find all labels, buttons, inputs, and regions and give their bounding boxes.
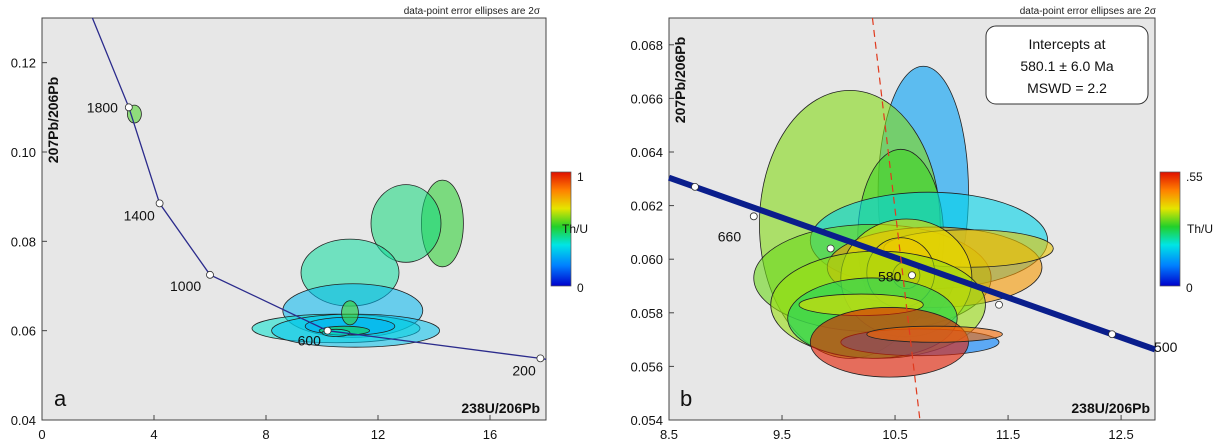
concordia-age-marker	[155, 199, 164, 208]
concordia-age-label: 660	[718, 228, 742, 244]
discordia-line-b	[871, 17, 921, 421]
colorbar-min-b: 0	[1186, 281, 1193, 295]
concordia-age-marker	[908, 271, 916, 280]
y-tick-label: 0.062	[630, 199, 663, 214]
y-tick-label: 0.056	[630, 359, 663, 374]
intercepts-title: Intercepts at	[1028, 36, 1105, 52]
x-ticks-b: 8.5 9.5 10.5 11.5 12.5	[660, 415, 1134, 442]
x-tick-label: 16	[483, 427, 497, 442]
concordia-age-marker	[826, 244, 835, 253]
x-tick-label: 4	[150, 427, 157, 442]
y-tick-label: 0.058	[630, 306, 663, 321]
error-ellipse-note-b: data-point error ellipses are 2σ	[1020, 6, 1157, 17]
x-tick-label: 10.5	[882, 427, 907, 442]
ellipses-b	[753, 65, 1054, 378]
concordia-age-marker	[1108, 330, 1116, 339]
x-tick-label: 0	[38, 427, 45, 442]
y-tick-label: 0.12	[11, 56, 36, 71]
colorbar-min-a: 0	[577, 281, 584, 295]
intercepts-mswd: MSWD = 2.2	[1027, 80, 1107, 96]
y-tick-label: 0.08	[11, 234, 36, 249]
x-axis-label-b: 238U/206Pb	[1071, 400, 1150, 416]
y-axis-label-b: 207Pb/206Pb	[672, 37, 688, 123]
y-tick-label: 0.04	[11, 413, 36, 428]
concordia-age-label: 1400	[124, 207, 155, 223]
colorbar-a	[550, 171, 572, 287]
error-ellipse	[866, 325, 1003, 343]
concordia-age-marker	[691, 182, 699, 191]
concordia-age-label: 500	[1154, 339, 1178, 355]
panel-b: data-point error ellipses are 2σ 238U/20…	[630, 6, 1213, 442]
ellipses-a	[126, 104, 464, 348]
concordia-age-marker	[323, 326, 332, 335]
error-ellipse-note-a: data-point error ellipses are 2σ	[404, 6, 541, 17]
x-tick-label: 11.5	[996, 427, 1020, 442]
y-tick-label: 0.068	[630, 38, 663, 53]
y-tick-label: 0.064	[630, 145, 663, 160]
concordia-points-a: 1800 1400 1000 600 200	[87, 99, 545, 378]
colorbar-max-a: 1	[577, 170, 584, 184]
x-tick-label: 12	[371, 427, 385, 442]
concordia-age-label: 1000	[170, 278, 201, 294]
y-tick-label: 0.06	[11, 324, 36, 339]
concordia-age-marker	[536, 354, 545, 363]
panel-label-a: a	[54, 386, 67, 411]
panel-label-b: b	[680, 386, 692, 411]
y-tick-label: 0.10	[11, 145, 36, 160]
error-ellipse	[341, 300, 359, 326]
concordia-age-label: 1800	[87, 99, 118, 115]
colorbar-label-b: Th/U	[1187, 222, 1213, 236]
concordia-age-label: 600	[298, 333, 322, 349]
x-tick-label: 8	[262, 427, 269, 442]
concordia-age-marker	[124, 103, 133, 112]
intercepts-box: Intercepts at 580.1 ± 6.0 Ma MSWD = 2.2	[985, 25, 1149, 105]
y-axis-label-a: 207Pb/206Pb	[45, 77, 61, 163]
x-tick-label: 9.5	[773, 427, 791, 442]
concordia-age-label: 200	[512, 362, 536, 378]
intercepts-box-frame	[985, 25, 1149, 105]
colorbar-max-b: .55	[1186, 170, 1203, 184]
x-tick-label: 12.5	[1108, 427, 1133, 442]
x-tick-label: 8.5	[660, 427, 678, 442]
intercepts-age: 580.1 ± 6.0 Ma	[1020, 58, 1114, 74]
concordia-age-marker	[206, 270, 214, 279]
x-axis-label-a: 238U/206Pb	[461, 400, 540, 416]
concordia-age-label: 580	[878, 268, 902, 284]
concordia-band-b	[668, 174, 1156, 353]
concordia-points-b: 660 580 500	[691, 182, 1178, 355]
y-ticks-b: 0.054 0.056 0.058 0.060 0.062 0.064 0.066 0.068	[630, 38, 674, 428]
concordia-age-marker	[749, 212, 758, 221]
y-tick-label: 0.060	[630, 252, 663, 267]
error-ellipse	[809, 307, 969, 378]
error-ellipse	[370, 184, 442, 263]
x-ticks-a: 0 4 8 12 16	[38, 415, 497, 442]
panel-a: data-point error ellipses are 2σ 238U/20…	[11, 6, 588, 442]
y-tick-label: 0.054	[630, 413, 663, 428]
y-ticks-a: 0.04 0.06 0.08 0.10 0.12	[11, 56, 47, 428]
colorbar-label-a: Th/U	[562, 222, 588, 236]
concordia-age-marker	[995, 300, 1003, 309]
colorbar-b	[1159, 171, 1181, 287]
y-tick-label: 0.066	[630, 91, 663, 106]
